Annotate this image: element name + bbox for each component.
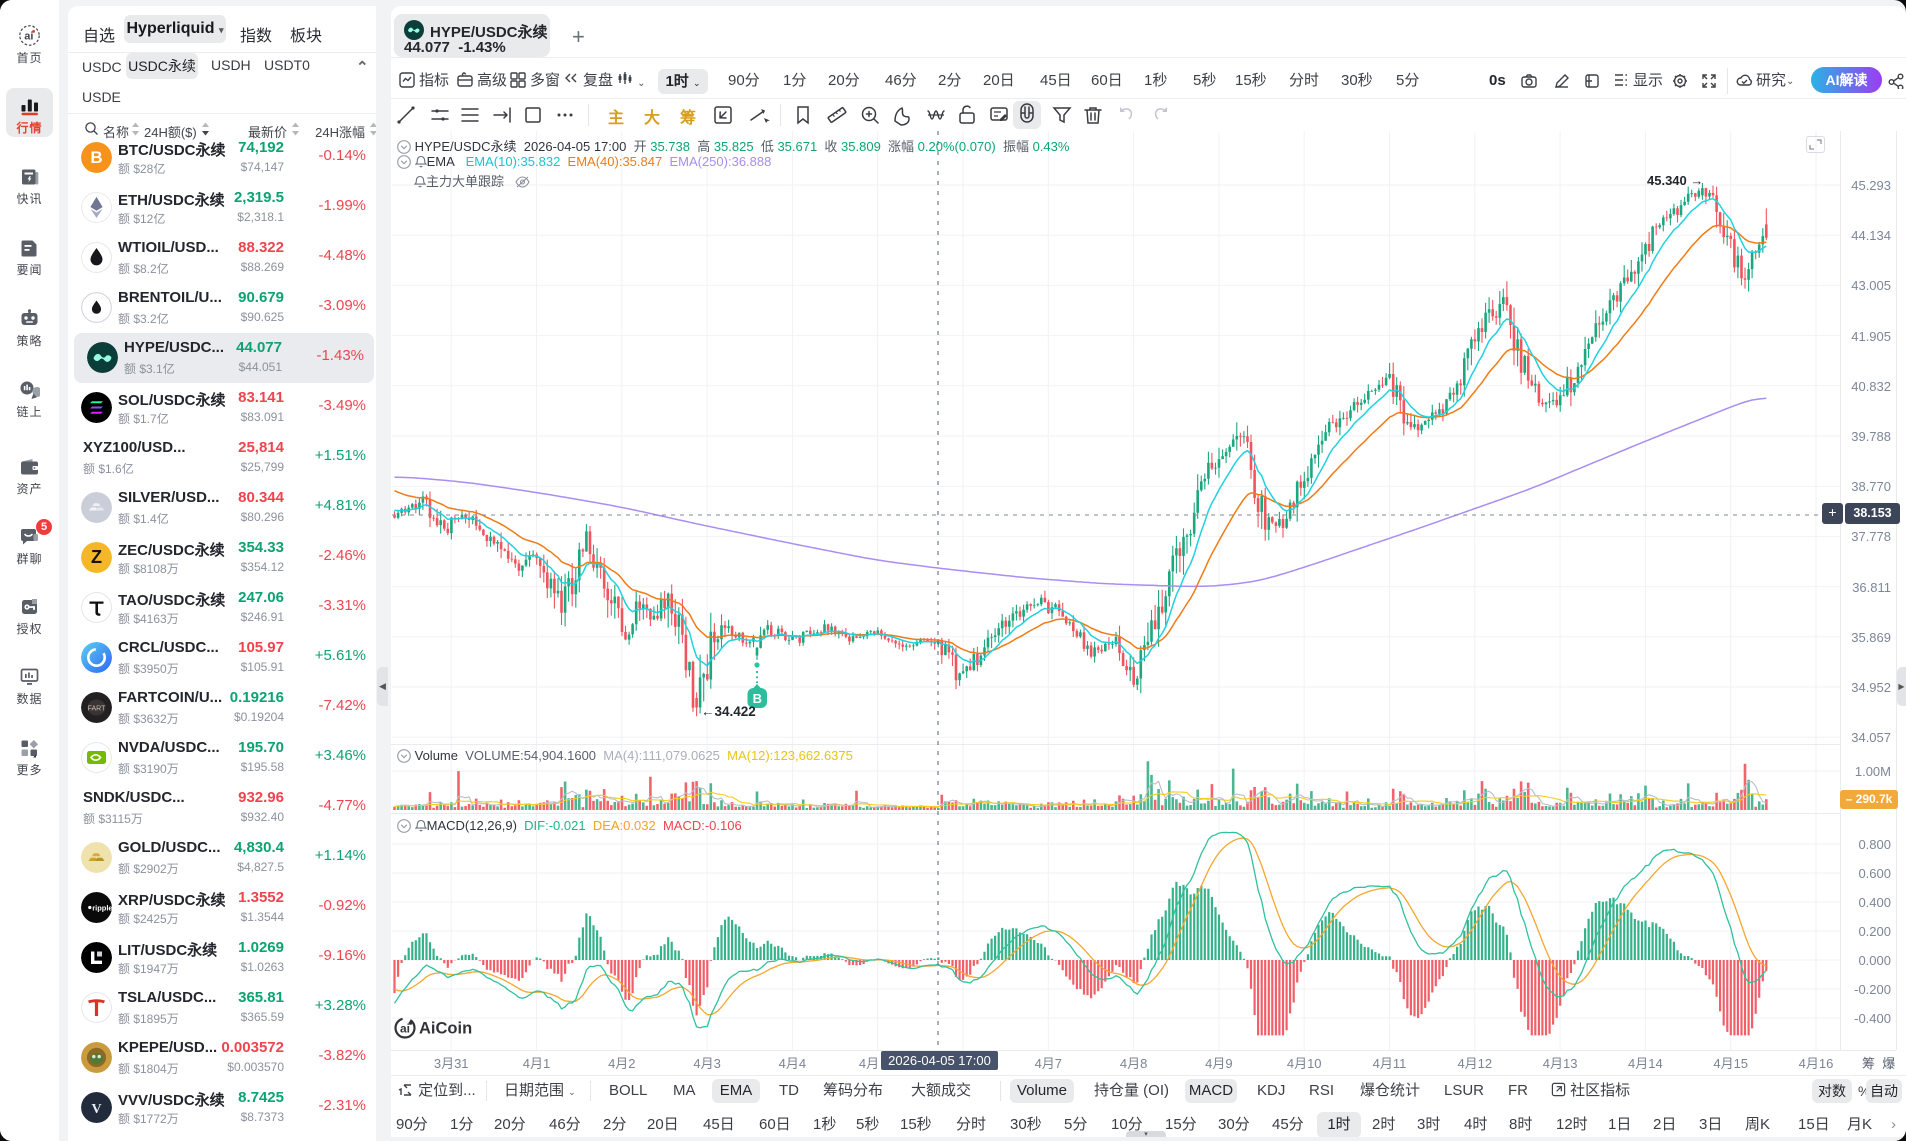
- svg-text:ai: ai: [400, 1022, 410, 1036]
- svg-text:ripple: ripple: [92, 903, 112, 912]
- svg-text:B: B: [753, 691, 762, 706]
- svg-text:V: V: [91, 1102, 101, 1117]
- svg-text:AiCoin: AiCoin: [419, 1020, 472, 1038]
- svg-text:FART: FART: [88, 705, 106, 712]
- svg-text:ai: ai: [24, 30, 33, 42]
